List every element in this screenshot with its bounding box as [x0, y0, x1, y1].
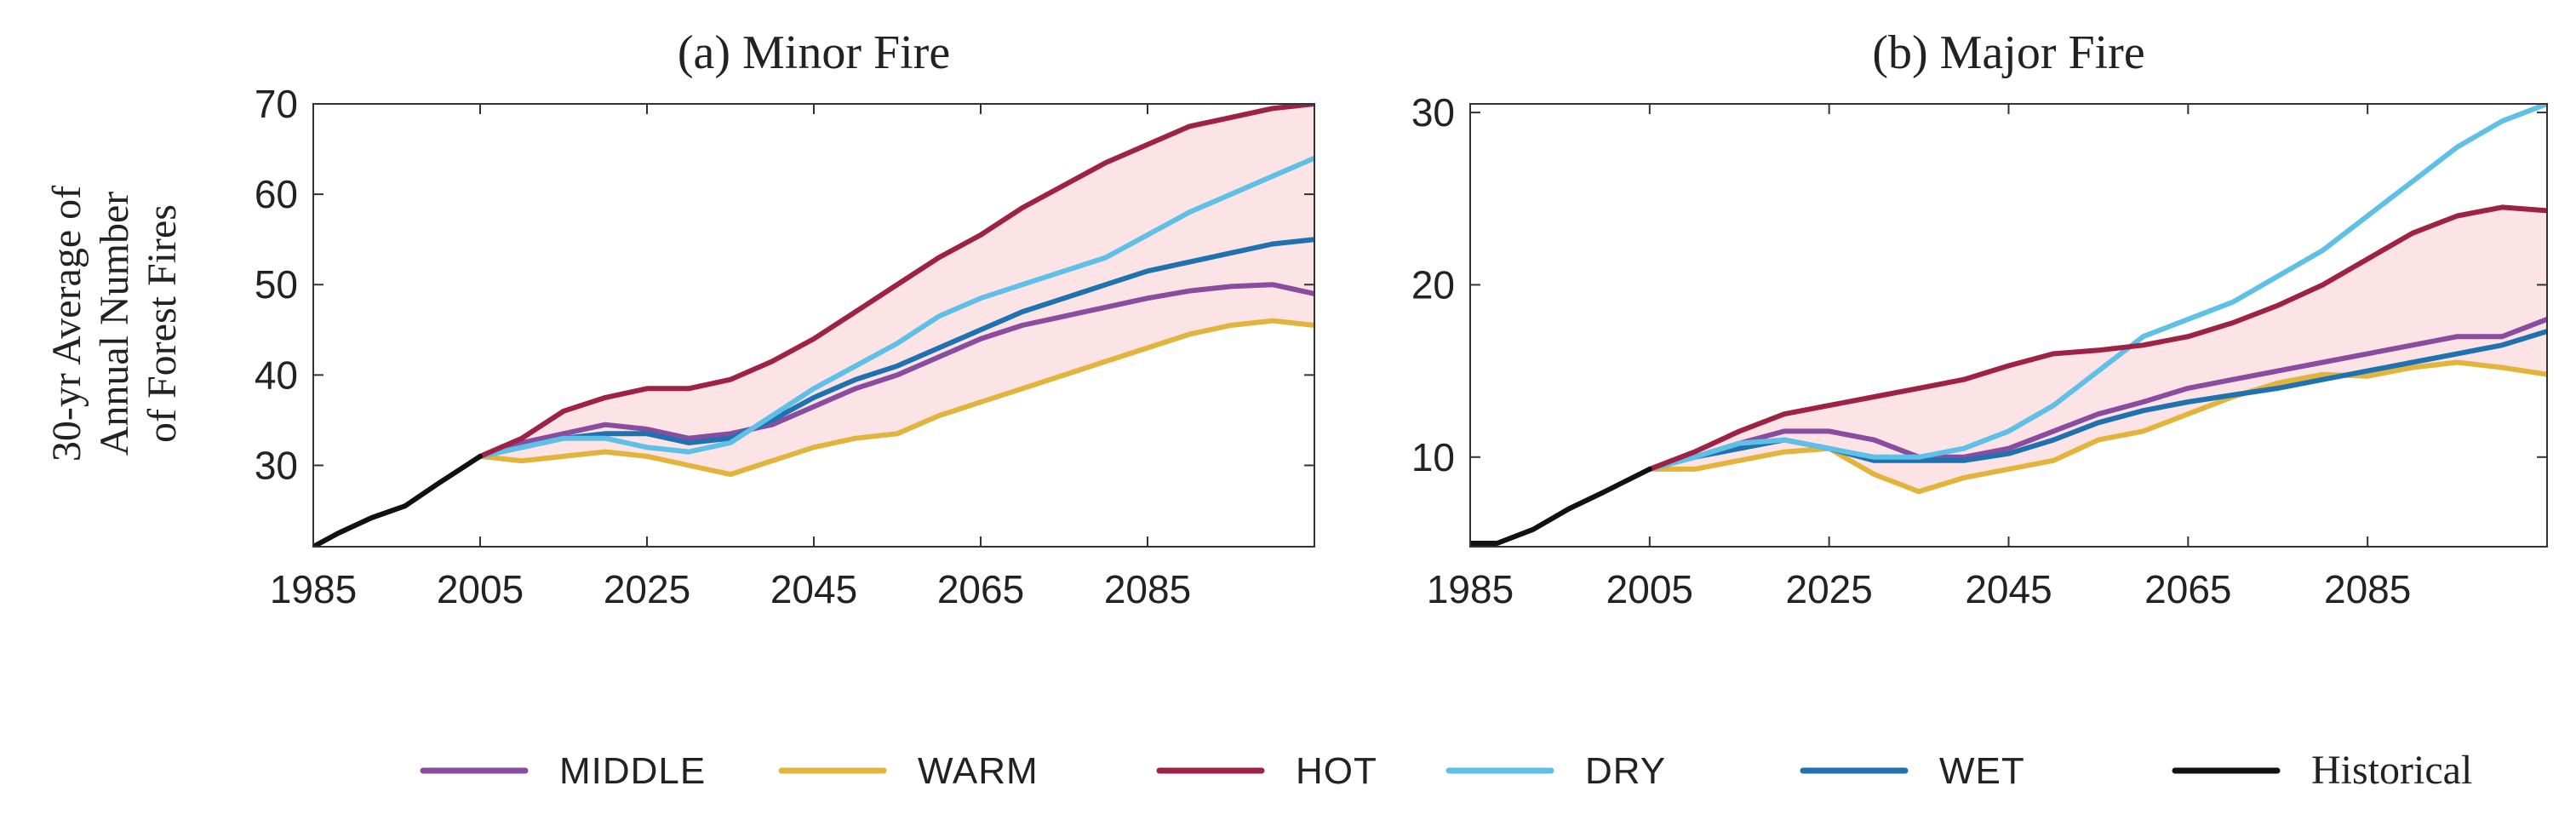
chart-title: (b) Major Fire	[1872, 26, 2144, 79]
x-tick-label: 2025	[604, 567, 690, 611]
legend-item-middle: MIDDLE	[420, 750, 706, 792]
y-axis-label-line-2: Annual Number	[92, 192, 137, 456]
y-tick-label: 20	[1411, 262, 1455, 307]
shaded-range-band	[480, 104, 1314, 475]
x-tick-label: 2065	[937, 567, 1024, 611]
series-line-middle	[1646, 316, 2547, 472]
series-line-hot	[478, 104, 1314, 459]
x-tick-label: 2045	[770, 567, 857, 611]
legend-label-dry: DRY	[1585, 750, 1666, 792]
legend-label-warm: WARM	[918, 750, 1039, 792]
x-tick-label: 1985	[270, 567, 357, 611]
series-line-hot	[1646, 204, 2547, 472]
series-line-historical	[1470, 466, 1652, 546]
chart-title: (a) Minor Fire	[678, 26, 950, 79]
x-tick-label: 1985	[1427, 567, 1514, 611]
x-tick-label: 2005	[1606, 567, 1693, 611]
series-line-warm	[1646, 359, 2547, 495]
legend-label-historical: Historical	[2311, 748, 2472, 793]
panel-minor-fire: (a) Minor Fire 1985 2005 2025 2045 2065 2085 30…	[255, 26, 1315, 611]
y-tick-label: 40	[255, 353, 298, 397]
series-line-dry	[478, 155, 1314, 459]
legend-item-dry: DRY	[1445, 750, 1666, 792]
legend-item-wet: WET	[1800, 750, 2025, 792]
legend-item-hot: HOT	[1156, 750, 1377, 792]
legend-label-wet: WET	[1939, 750, 2025, 792]
series-line-warm	[478, 318, 1314, 478]
series-line-middle	[478, 282, 1314, 459]
y-axis-label-line-1: 30-yr Average of	[44, 186, 89, 462]
panel-major-fire: (b) Major Fire 1985 2005 2025 2045 2065 2085 10…	[1411, 26, 2548, 611]
series-line-historical	[313, 453, 483, 547]
plot-area	[313, 104, 1314, 547]
y-tick-label: 60	[255, 172, 298, 216]
x-tick-label: 2065	[2144, 567, 2231, 611]
x-tick-label: 2025	[1785, 567, 1872, 611]
legend-item-historical: Historical	[2172, 748, 2472, 793]
series-line-dry	[1646, 104, 2547, 472]
y-tick-label: 30	[1411, 90, 1455, 135]
y-axis-label: 30-yr Average of Annual Number of Forest F…	[44, 186, 185, 462]
x-tick-label: 2085	[1104, 567, 1191, 611]
y-axis-label-line-3: of Forest Fires	[140, 204, 185, 443]
plot-area	[1470, 104, 2547, 546]
series-line-wet	[478, 237, 1314, 459]
x-tick-label: 2005	[437, 567, 524, 611]
legend-label-middle: MIDDLE	[559, 750, 706, 792]
y-tick-label: 50	[255, 262, 298, 307]
legend: MIDDLE WARM HOT DRY WET Historical	[420, 748, 2472, 793]
x-tick-label: 2045	[1965, 567, 2052, 611]
y-tick-label: 70	[255, 82, 298, 126]
y-tick-label: 10	[1411, 435, 1455, 479]
shaded-range-band	[1649, 207, 2547, 492]
legend-label-hot: HOT	[1296, 750, 1377, 792]
y-tick-label: 30	[255, 443, 298, 487]
x-tick-label: 2085	[2324, 567, 2411, 611]
legend-item-warm: WARM	[778, 750, 1039, 792]
